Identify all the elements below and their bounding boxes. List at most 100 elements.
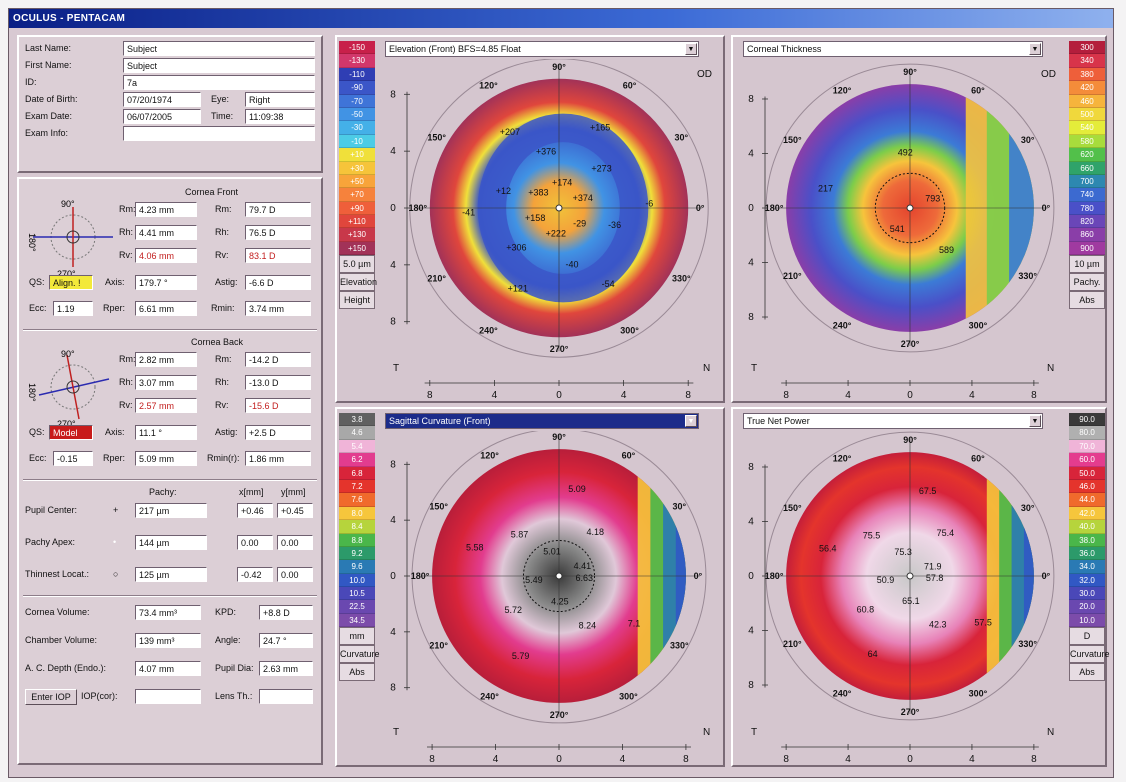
- chevron-down-icon[interactable]: ▼: [1029, 43, 1041, 55]
- front-rv-d-label: Rv:: [215, 250, 229, 260]
- degree-label: 240°: [480, 691, 499, 701]
- degree-label: 300°: [619, 691, 638, 701]
- y-tick-label: 4: [390, 515, 396, 526]
- degree-label: 150°: [783, 135, 802, 145]
- front-qs-label: QS:: [29, 277, 45, 287]
- degree-label: 270°: [550, 344, 569, 354]
- y-tick-label: 8: [748, 94, 754, 105]
- chamber-volume-field: 139 mm³: [135, 633, 201, 648]
- degree-label: 180°: [411, 571, 430, 581]
- chevron-down-icon[interactable]: ▼: [685, 415, 697, 427]
- eye-side-label: OD: [697, 69, 712, 80]
- truenet-topography-map[interactable]: 90° 60° 30° 0° 330° 300° 270° 240° 210° 180° 150° 1…: [739, 431, 1065, 765]
- exam-date-field[interactable]: 06/07/2005: [123, 109, 201, 124]
- pupil-center-symbol: +: [113, 505, 119, 515]
- front-axis-label: Axis:: [105, 277, 125, 287]
- thickness-scale-footer[interactable]: 10 µm: [1069, 255, 1105, 274]
- exam-info-field[interactable]: [123, 126, 315, 141]
- back-qs-badge: Model: [49, 425, 93, 440]
- patient-panel: Last Name: Subject First Name: Subject I…: [17, 35, 323, 173]
- dob-label: Date of Birth:: [25, 94, 78, 104]
- kpd-label: KPD:: [215, 607, 237, 617]
- last-name-field[interactable]: Subject: [123, 41, 315, 56]
- map-value-label: 57.5: [974, 618, 992, 628]
- map-value-label: -36: [608, 220, 621, 230]
- front-rv-mm: 4.06 mm: [135, 248, 197, 263]
- pachy-apex-symbol: •: [113, 537, 117, 547]
- sagittal-scale-cell: 10.5: [339, 587, 375, 601]
- truenet-scale-cell: 34.0: [1069, 560, 1105, 574]
- x-tick-label: 8: [685, 390, 691, 401]
- sagittal-map-panel: 3.8 4.6 5.4 6.2 6.8 7.2 7.6 8.0 8.4 8.8 9.2 9.6 10.0…: [335, 407, 725, 767]
- degree-label: 150°: [783, 503, 802, 513]
- enter-iop-button[interactable]: Enter IOP: [25, 689, 77, 705]
- x-tick-label: 8: [1031, 754, 1037, 765]
- elevation-scale-cell: +70: [339, 188, 375, 202]
- thickness-map-type-dropdown[interactable]: Corneal Thickness ▼: [743, 41, 1043, 57]
- degree-label: 330°: [1018, 639, 1037, 649]
- y-tick-label: 4: [390, 627, 396, 638]
- elevation-scale-cell: +110: [339, 215, 375, 229]
- degree-label: 0°: [1042, 571, 1051, 581]
- sagittal-scale-cell: 6.8: [339, 466, 375, 480]
- chamber-volume-label: Chamber Volume:: [25, 635, 98, 645]
- time-field[interactable]: 11:09:38: [245, 109, 315, 124]
- elevation-scale-footer[interactable]: 5.0 µm: [339, 255, 375, 274]
- thickness-scale-footer: Abs: [1069, 291, 1105, 310]
- back-rm-mm: 2.82 mm: [135, 352, 197, 367]
- separator: [23, 479, 317, 481]
- back-qs-label: QS:: [29, 427, 45, 437]
- thickness-topography-map[interactable]: 90° 60° 30° 0° 330° 300° 270° 240° 210° 180° 150° 1…: [739, 59, 1065, 401]
- front-rh-d: 76.5 D: [245, 225, 311, 240]
- id-field[interactable]: 7a: [123, 75, 315, 90]
- sagittal-scale-footer[interactable]: mm: [339, 627, 375, 646]
- front-ecc-label: Ecc:: [29, 303, 47, 313]
- lens-th-field[interactable]: [259, 689, 313, 704]
- x-tick-label: 8: [429, 754, 435, 765]
- truenet-scale-footer[interactable]: D: [1069, 627, 1105, 646]
- elevation-map-type-dropdown[interactable]: Elevation (Front) BFS=4.85 Float ▼: [385, 41, 699, 57]
- map-value-label: 217: [818, 183, 833, 193]
- degree-label: 120°: [479, 81, 498, 91]
- chevron-down-icon[interactable]: ▼: [1029, 415, 1041, 427]
- map-value-label: +273: [591, 163, 611, 173]
- truenet-scale-cell: 32.0: [1069, 573, 1105, 588]
- thickness-scale-cell: 420: [1069, 81, 1105, 95]
- lens-th-label: Lens Th.:: [215, 691, 253, 701]
- map-value-label: 56.4: [819, 543, 837, 553]
- chevron-down-icon[interactable]: ▼: [685, 43, 697, 55]
- elevation-scale-cell: -10: [339, 134, 375, 149]
- thickness-scale-cell: 780: [1069, 201, 1105, 216]
- degree-label: 30°: [674, 132, 688, 142]
- x-tick-label: 0: [907, 754, 913, 765]
- elevation-topography-map[interactable]: 90° 60° 30° 0° 330° 300° 270° 240° 210° 180° 150° 1…: [381, 59, 721, 401]
- pachy-apex-label: Pachy Apex:: [25, 537, 76, 547]
- truenet-map-type-dropdown[interactable]: True Net Power ▼: [743, 413, 1043, 429]
- dob-field[interactable]: 07/20/1974: [123, 92, 201, 107]
- back-axis-field: 11.1 °: [135, 425, 197, 440]
- x-tick-label: 4: [969, 754, 975, 765]
- separator: [23, 595, 317, 597]
- cornea-front-title: Cornea Front: [185, 187, 239, 197]
- sagittal-scale-cell: 9.2: [339, 546, 375, 561]
- map-value-label: -40: [565, 260, 578, 270]
- map-value-label: +174: [552, 177, 572, 187]
- degree-label: 330°: [670, 640, 689, 650]
- degree-label: 60°: [971, 453, 985, 463]
- eye-field[interactable]: Right: [245, 92, 315, 107]
- front-rh-d-label: Rh:: [215, 227, 230, 237]
- front-rm-mm: 4.23 mm: [135, 202, 197, 217]
- iop-cor-field[interactable]: [135, 689, 201, 704]
- sagittal-scale-cell: 6.2: [339, 453, 375, 467]
- sagittal-map-type-dropdown[interactable]: Sagittal Curvature (Front) ▼: [385, 413, 699, 429]
- first-name-field[interactable]: Subject: [123, 58, 315, 73]
- sagittal-scale-cell: 3.8: [339, 413, 375, 427]
- sagittal-color-scale: 3.8 4.6 5.4 6.2 6.8 7.2 7.6 8.0 8.4 8.8 9.2 9.6 10.0…: [339, 413, 380, 682]
- sagittal-topography-map[interactable]: 90° 60° 30° 0° 330° 300° 270° 240° 210° 180° 150° 1…: [381, 431, 721, 765]
- map-value-label: 57.8: [926, 573, 944, 583]
- truenet-scale-cell: 42.0: [1069, 506, 1105, 521]
- pupil-center-x: +0.46: [237, 503, 273, 518]
- map-value-label: 7.1: [628, 619, 641, 629]
- y-tick-label: 0: [748, 203, 754, 214]
- elevation-color-scale: -150 -130 -110 -90 -70 -50 -30 -10 +10 +30 +50 +70 +…: [339, 41, 377, 310]
